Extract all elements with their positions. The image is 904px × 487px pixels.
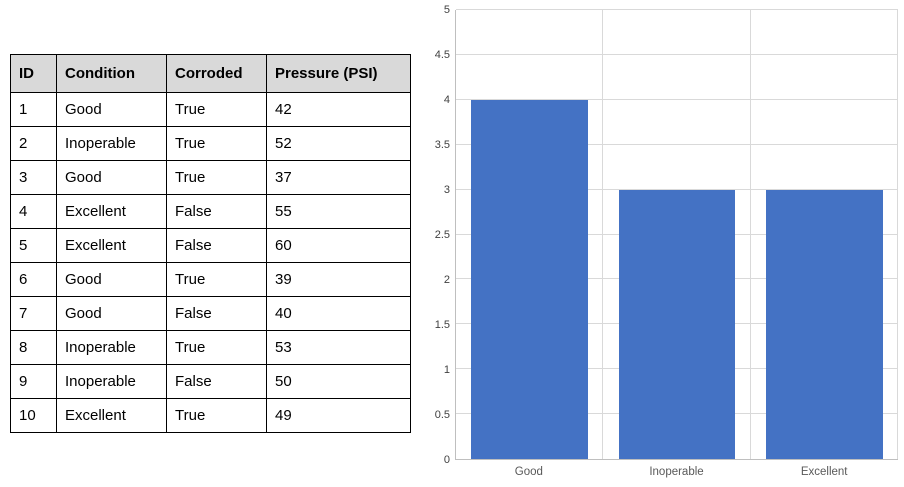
cell-corroded: True bbox=[166, 160, 267, 195]
cell-id: 1 bbox=[10, 92, 57, 127]
cell-corroded: True bbox=[166, 126, 267, 161]
gridline-horizontal bbox=[456, 98, 898, 100]
x-category-label: Good bbox=[514, 466, 543, 478]
y-tick-label: 3.5 bbox=[434, 139, 450, 151]
cell-pressure: 40 bbox=[266, 296, 411, 331]
cell-condition: Good bbox=[56, 296, 167, 331]
cell-pressure: 50 bbox=[266, 364, 411, 399]
cell-pressure: 39 bbox=[266, 262, 411, 297]
column-header-id: ID bbox=[10, 54, 57, 93]
x-category-label: Excellent bbox=[800, 466, 848, 478]
y-tick-label: 1 bbox=[443, 364, 450, 376]
cell-corroded: True bbox=[166, 262, 267, 297]
cell-condition: Excellent bbox=[56, 228, 167, 263]
column-header-corroded: Corroded bbox=[166, 54, 267, 93]
table-row: 7 Good False 40 bbox=[10, 296, 411, 331]
table-row: 4 Excellent False 55 bbox=[10, 194, 411, 229]
gridline-horizontal bbox=[456, 143, 898, 145]
cell-corroded: True bbox=[166, 398, 267, 433]
y-tick-label: 0.5 bbox=[434, 409, 450, 421]
cell-corroded: True bbox=[166, 92, 267, 127]
cell-condition: Inoperable bbox=[56, 126, 167, 161]
cell-pressure: 55 bbox=[266, 194, 411, 229]
cell-pressure: 53 bbox=[266, 330, 411, 365]
table-row: 9 Inoperable False 50 bbox=[10, 364, 411, 399]
cell-corroded: False bbox=[166, 194, 267, 229]
cell-id: 7 bbox=[10, 296, 57, 331]
cell-condition: Good bbox=[56, 262, 167, 297]
y-tick-label: 5 bbox=[443, 4, 450, 16]
cell-pressure: 52 bbox=[266, 126, 411, 161]
x-category-label: Inoperable bbox=[649, 466, 704, 478]
cell-corroded: False bbox=[166, 228, 267, 263]
y-axis-tick-labels: 0 0.5 1 1.5 2 2.5 3 3.5 4 4.5 5 bbox=[420, 4, 450, 466]
cell-pressure: 60 bbox=[266, 228, 411, 263]
cell-id: 10 bbox=[10, 398, 57, 433]
bar-good bbox=[471, 99, 588, 459]
cell-corroded: False bbox=[166, 364, 267, 399]
table-row: 10 Excellent True 49 bbox=[10, 398, 411, 433]
y-tick-label: 2.5 bbox=[434, 229, 450, 241]
cell-condition: Good bbox=[56, 160, 167, 195]
table-row: 6 Good True 39 bbox=[10, 262, 411, 297]
cell-corroded: True bbox=[166, 330, 267, 365]
cell-corroded: False bbox=[166, 296, 267, 331]
table-row: 3 Good True 37 bbox=[10, 160, 411, 195]
cell-pressure: 37 bbox=[266, 160, 411, 195]
cell-condition: Good bbox=[56, 92, 167, 127]
gridline-horizontal bbox=[456, 9, 898, 10]
cell-condition: Excellent bbox=[56, 398, 167, 433]
condition-bar-chart: 0 0.5 1 1.5 2 2.5 3 3.5 4 4.5 5 Good Inoperable Exce… bbox=[420, 0, 904, 487]
bar-excellent bbox=[765, 189, 883, 459]
y-tick-label: 4 bbox=[443, 94, 450, 106]
gridline-vertical bbox=[897, 10, 898, 459]
y-tick-label: 0 bbox=[443, 454, 450, 466]
cell-id: 5 bbox=[10, 228, 57, 263]
table-header-row: ID Condition Corroded Pressure (PSI) bbox=[10, 54, 411, 93]
cell-id: 3 bbox=[10, 160, 57, 195]
cell-id: 9 bbox=[10, 364, 57, 399]
cell-pressure: 42 bbox=[266, 92, 411, 127]
gridline-vertical bbox=[602, 10, 604, 459]
y-tick-label: 2 bbox=[443, 274, 450, 286]
cell-id: 4 bbox=[10, 194, 57, 229]
gridline-horizontal bbox=[456, 53, 898, 55]
chart-plot-area bbox=[455, 9, 898, 460]
y-tick-label: 1.5 bbox=[434, 319, 450, 331]
cell-id: 8 bbox=[10, 330, 57, 365]
cell-condition: Inoperable bbox=[56, 330, 167, 365]
pipes-data-table: ID Condition Corroded Pressure (PSI) 1 Go… bbox=[10, 54, 411, 433]
column-header-condition: Condition bbox=[56, 54, 167, 93]
bar-inoperable bbox=[618, 189, 736, 459]
cell-condition: Inoperable bbox=[56, 364, 167, 399]
table-row: 2 Inoperable True 52 bbox=[10, 126, 411, 161]
table-row: 1 Good True 42 bbox=[10, 92, 411, 127]
gridline-horizontal bbox=[456, 188, 898, 190]
table-row: 5 Excellent False 60 bbox=[10, 228, 411, 263]
cell-condition: Excellent bbox=[56, 194, 167, 229]
cell-id: 6 bbox=[10, 262, 57, 297]
y-tick-label: 3 bbox=[443, 184, 450, 196]
table-row: 8 Inoperable True 53 bbox=[10, 330, 411, 365]
y-tick-label: 4.5 bbox=[434, 49, 450, 61]
gridline-vertical bbox=[749, 10, 751, 459]
x-axis-category-labels: Good Inoperable Excellent bbox=[455, 466, 898, 482]
cell-pressure: 49 bbox=[266, 398, 411, 433]
cell-id: 2 bbox=[10, 126, 57, 161]
column-header-pressure: Pressure (PSI) bbox=[266, 54, 411, 93]
